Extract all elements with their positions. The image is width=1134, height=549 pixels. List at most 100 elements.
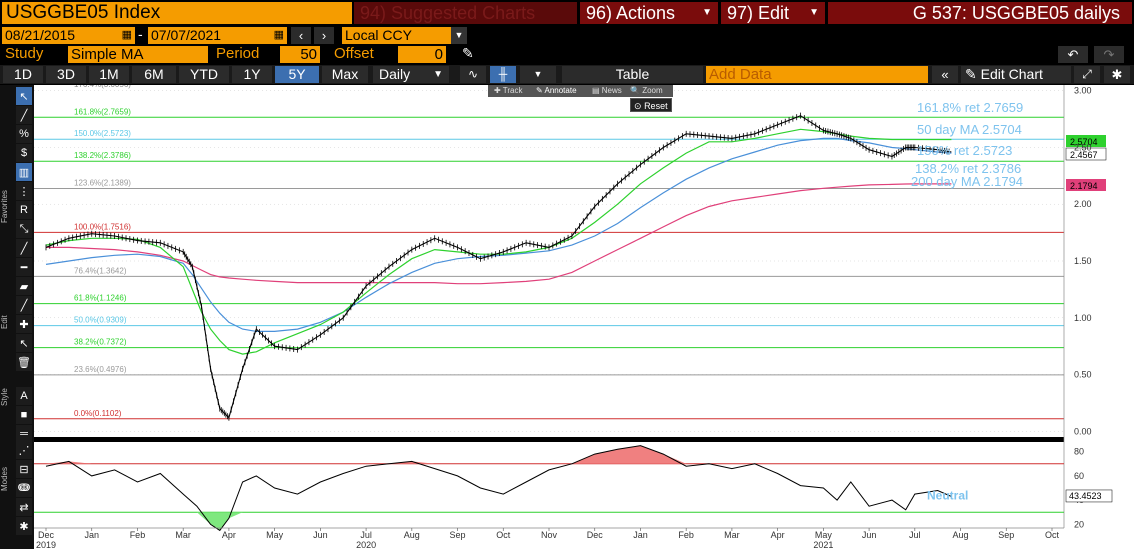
line-tool[interactable]: ╱ (16, 106, 32, 124)
x-tick-label: Sep (998, 530, 1014, 540)
range-button-6m[interactable]: 6M (132, 66, 176, 83)
reset-button[interactable]: ⊙ Reset (630, 98, 672, 112)
redo-button[interactable]: ↷ (1094, 46, 1124, 63)
mode-tool-2[interactable]: ↈ (16, 479, 32, 497)
start-date-field[interactable]: 08/21/2015 ▦ (2, 27, 135, 44)
y-tick-label: 1.00 (1074, 313, 1092, 323)
value-badge-text: 2.4567 (1070, 150, 1098, 160)
range-button-1m[interactable]: 1M (89, 66, 129, 83)
add-data-field[interactable]: Add Data (706, 66, 928, 83)
move-tool[interactable]: ↖ (16, 334, 32, 352)
x-year-label: 2021 (813, 540, 833, 549)
x-tick-label: Aug (404, 530, 420, 540)
expand-icon: ⤢ (1082, 67, 1092, 81)
track-label: Track (502, 86, 523, 95)
mode-tool-3[interactable]: ⇄ (16, 498, 32, 516)
undo-icon: ↶ (1067, 47, 1079, 62)
period-label: Period (216, 45, 260, 62)
line-chart-button[interactable]: ∿ (460, 66, 486, 83)
dotted-tool[interactable]: ⋰ (16, 441, 32, 459)
undo-button[interactable]: ↶ (1058, 46, 1088, 63)
range-button-1d[interactable]: 1D (3, 66, 43, 83)
offset-value: 0 (434, 46, 443, 63)
track-option[interactable]: ✚ Track (494, 86, 523, 95)
news-label: News (601, 86, 622, 95)
font-tool[interactable]: A (16, 387, 32, 405)
x-tick-label: May (815, 530, 833, 540)
percent-tool[interactable]: % (16, 125, 32, 143)
currency-select[interactable]: Local CCY ▼ (342, 27, 467, 44)
next-period-button[interactable]: › (314, 27, 334, 44)
settings-button[interactable]: ✱ (1104, 66, 1130, 83)
range-button-max[interactable]: Max (322, 66, 368, 83)
trash-icon[interactable]: 🗑 (16, 353, 32, 371)
pencil-icon[interactable]: ✎ (462, 45, 474, 61)
edit-chart-label: Edit Chart (980, 66, 1043, 82)
edit-menu[interactable]: 97) Edit ▼ (721, 2, 825, 24)
channel-tool[interactable]: ▰ (16, 277, 32, 295)
dollar-tool[interactable]: $ (16, 144, 32, 162)
fib-level-label: 61.8%(1.1246) (74, 294, 127, 303)
range-button-1y[interactable]: 1Y (232, 66, 272, 83)
suggested-charts-button[interactable]: 94) Suggested Charts (354, 2, 577, 24)
frequency-select[interactable]: Daily ▼ (373, 66, 449, 83)
chevron-down-icon: ▼ (433, 69, 443, 80)
range-button-ytd[interactable]: YTD (179, 66, 229, 83)
table-button[interactable]: Table (562, 66, 703, 83)
annotation-label: 50 day MA 2.5704 (917, 122, 1022, 137)
expand-button[interactable]: ⤢ (1074, 66, 1100, 83)
x-tick-label: Jul (360, 530, 372, 540)
edit-chart-button[interactable]: ✎ Edit Chart (961, 66, 1071, 83)
trend-tool[interactable]: ╱ (16, 239, 32, 257)
draw-tool[interactable]: ╱ (16, 296, 32, 314)
x-tick-label: Aug (953, 530, 969, 540)
range-button-3d[interactable]: 3D (46, 66, 86, 83)
range-button-5y[interactable]: 5Y (275, 66, 319, 83)
calendar-icon[interactable]: ▦ (121, 29, 132, 41)
arrow-tool[interactable]: ⤡ (16, 220, 32, 238)
fill-tool[interactable]: ■ (16, 406, 32, 424)
chart-mode-popup: ✚ Track ✎ Annotate ▤ News 🔍 Zoom (488, 85, 673, 97)
table-label: Table (615, 66, 650, 82)
offset-label: Offset (334, 45, 374, 62)
mode-tool-1[interactable]: ⊟ (16, 460, 32, 478)
period-input[interactable]: 50 (280, 46, 320, 63)
gear-icon[interactable]: ✱ (16, 517, 32, 535)
collapse-button[interactable]: « (932, 66, 958, 83)
calendar-icon[interactable]: ▦ (273, 29, 284, 41)
value-badge (1066, 179, 1106, 191)
fib-level-label: 38.2%(0.7372) (74, 338, 127, 347)
fib-level-label: 150.0%(2.5723) (74, 129, 131, 138)
period-value: 50 (300, 46, 317, 63)
x-tick-label: Jan (633, 530, 648, 540)
prev-period-button[interactable]: ‹ (291, 27, 311, 44)
chart-type-dropdown[interactable]: ▼ (520, 66, 556, 83)
hline-tool[interactable]: ━ (16, 258, 32, 276)
rsi-tick-label: 80 (1074, 447, 1084, 457)
x-tick-label: Oct (1045, 530, 1060, 540)
chevron-down-icon: ▼ (702, 7, 712, 18)
x-tick-label: Jan (84, 530, 99, 540)
ticker-field[interactable]: USGGBE05 Index (2, 2, 352, 24)
bar-chart-button[interactable]: ╫ (490, 66, 516, 83)
annotate-option[interactable]: ✎ Annotate (536, 86, 577, 95)
line-style-tool[interactable]: ═ (16, 425, 32, 443)
value-badge (1066, 135, 1106, 147)
chevron-down-icon: ▼ (809, 7, 819, 18)
actions-menu[interactable]: 96) Actions ▼ (580, 2, 718, 24)
news-option[interactable]: ▤ News (592, 86, 622, 95)
fib-tool[interactable]: ▥ (16, 163, 32, 181)
pointer-tool[interactable]: ↖ (16, 87, 32, 105)
fib-level-label: 100.0%(1.7516) (74, 222, 131, 231)
offset-input[interactable]: 0 (398, 46, 446, 63)
zoom-option[interactable]: 🔍 Zoom (630, 86, 663, 95)
text-tool[interactable]: R (16, 201, 32, 219)
end-date-field[interactable]: 07/07/2021 ▦ (148, 27, 287, 44)
annotation-tool[interactable]: ⋮ (16, 182, 32, 200)
study-type-select[interactable]: Simple MA (68, 46, 208, 63)
price-chart[interactable]: 176.4%(3.0056) 161.8%(2.7659) 150.0%(2.572… (34, 85, 1134, 549)
cross-tool[interactable]: ✚ (16, 315, 32, 333)
fib-level-label: 50.0%(0.9309) (74, 316, 127, 325)
x-tick-label: Apr (771, 530, 785, 540)
study-type: Simple MA (71, 46, 144, 63)
